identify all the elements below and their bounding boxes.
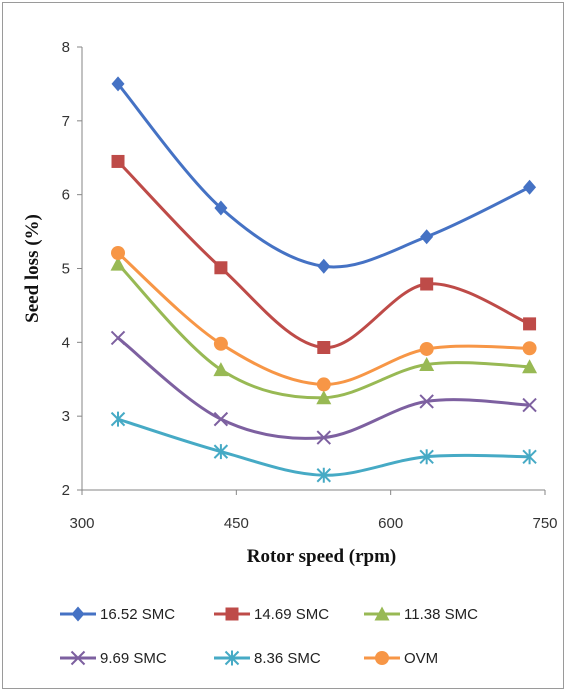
legend-item: 11.38 SMC — [364, 606, 478, 623]
legend-label: 11.38 SMC — [404, 606, 478, 623]
legend-label: 8.36 SMC — [254, 650, 321, 667]
data-point — [420, 229, 434, 245]
data-point — [522, 449, 537, 465]
legend-item: 9.69 SMC — [60, 650, 167, 667]
y-tick-label: 6 — [62, 187, 70, 204]
data-point — [110, 330, 126, 346]
data-point — [419, 394, 434, 409]
data-point — [214, 261, 228, 275]
data-point — [213, 362, 229, 377]
legend-marker — [224, 650, 240, 666]
legend: 16.52 SMC 14.69 SMC 11.38 SMC 9.69 SMC 8.36 … — [60, 606, 478, 667]
series-0 — [111, 76, 537, 274]
data-point — [523, 317, 537, 331]
data-point — [419, 341, 434, 356]
legend-item: 14.69 SMC — [214, 606, 329, 623]
data-point — [111, 245, 126, 260]
data-point — [316, 390, 332, 405]
data-point — [213, 336, 228, 351]
legend-label: OVM — [404, 650, 438, 667]
series-line — [116, 160, 531, 350]
data-point — [317, 258, 331, 274]
legend-item: OVM — [364, 650, 438, 667]
x-tick-label: 300 — [69, 515, 94, 532]
legend-item: 16.52 SMC — [60, 606, 175, 623]
data-point — [110, 256, 126, 271]
data-point — [522, 341, 537, 356]
data-point — [316, 430, 331, 445]
data-point — [110, 411, 126, 427]
y-tick-label: 3 — [62, 408, 70, 425]
x-tick-label: 450 — [224, 515, 249, 532]
x-axis-title: Rotor speed (rpm) — [247, 546, 397, 567]
legend-label: 14.69 SMC — [254, 606, 329, 623]
legend-label: 9.69 SMC — [100, 650, 167, 667]
data-point — [213, 411, 229, 427]
data-point — [111, 76, 125, 92]
legend-marker — [375, 651, 389, 665]
series-2 — [110, 256, 538, 405]
axes: 2 3 4 5 6 7 8 300 450 600 750 — [62, 39, 558, 532]
legend-label: 16.52 SMC — [100, 606, 175, 623]
data-point — [522, 359, 538, 374]
series-5 — [111, 245, 537, 392]
data-point — [419, 449, 434, 465]
data-point — [213, 444, 229, 460]
data-point — [316, 467, 331, 483]
legend-item: 8.36 SMC — [214, 650, 321, 667]
y-axis-title: Seed loss (%) — [22, 214, 43, 323]
series-line — [117, 417, 530, 477]
data-point — [316, 377, 331, 392]
series-layer — [110, 76, 538, 483]
y-tick-label: 7 — [62, 113, 70, 130]
y-tick-label: 4 — [62, 334, 70, 351]
data-point — [523, 179, 537, 195]
data-point — [111, 154, 125, 168]
legend-marker — [225, 607, 239, 621]
series-4 — [110, 411, 537, 483]
x-tick-label: 750 — [532, 515, 557, 532]
series-1 — [111, 154, 537, 355]
data-point — [214, 200, 228, 216]
data-point — [420, 277, 434, 291]
data-point — [419, 356, 435, 371]
legend-marker — [71, 606, 85, 622]
y-tick-label: 5 — [62, 261, 70, 278]
x-tick-label: 600 — [378, 515, 403, 532]
data-point — [522, 397, 537, 413]
y-tick-label: 8 — [62, 39, 70, 56]
legend-marker — [374, 606, 390, 621]
series-line — [116, 82, 531, 269]
data-point — [317, 341, 331, 355]
series-3 — [110, 330, 537, 445]
legend-marker — [70, 650, 86, 666]
y-tick-label: 2 — [62, 482, 70, 499]
